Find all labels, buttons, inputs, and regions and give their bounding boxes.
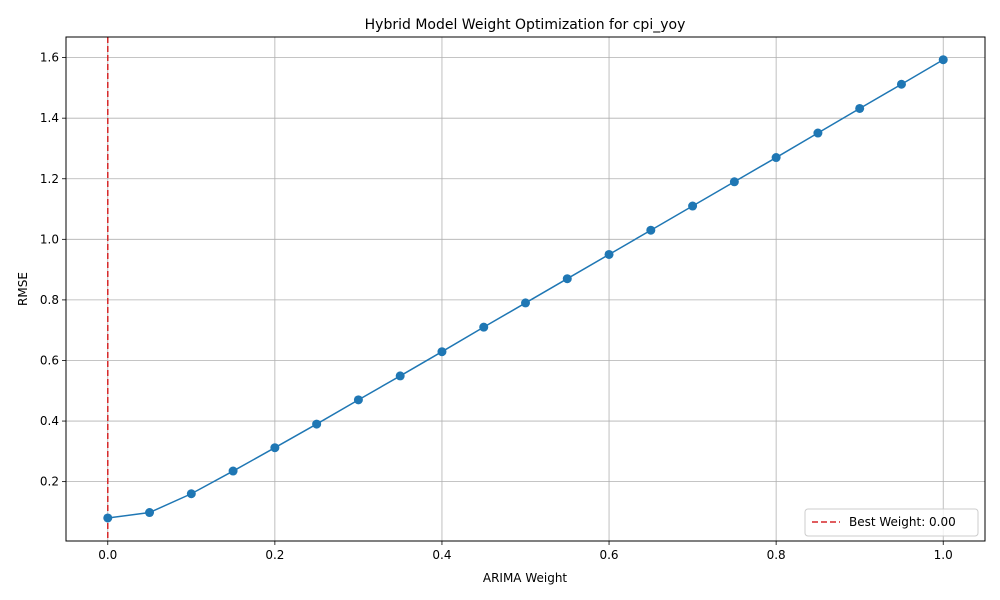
y-tick-label: 1.2 [40, 172, 59, 186]
data-point [521, 298, 530, 308]
data-point [729, 177, 739, 187]
x-tick-label: 0.6 [599, 548, 618, 562]
data-point [938, 55, 948, 65]
x-axis-label: ARIMA Weight [483, 571, 568, 585]
legend-box [804, 508, 979, 537]
y-tick-label: 1.0 [40, 232, 59, 246]
y-tick-label: 1.4 [40, 111, 59, 125]
data-point [103, 513, 113, 523]
data-point [479, 322, 489, 332]
data-point [562, 274, 572, 284]
data-point [228, 466, 238, 476]
y-tick-label: 0.2 [40, 475, 59, 489]
y-tick-label: 0.8 [40, 293, 59, 307]
x-axis-ticks: 0.0 0.2 0.4 0.6 0.8 1.0 [98, 541, 953, 562]
y-axis-ticks: 0.2 0.4 0.6 0.8 1.0 1.2 1.4 1.6 [40, 51, 66, 489]
plot-frame [65, 36, 986, 542]
data-point [771, 153, 781, 163]
data-point [896, 79, 906, 89]
data-point [688, 201, 698, 211]
y-axis-label: RMSE [16, 272, 30, 306]
data-series [103, 55, 948, 523]
data-point [604, 249, 614, 259]
chart-title: Hybrid Model Weight Optimization for cpi… [365, 17, 686, 33]
data-point [395, 371, 405, 381]
legend: Best Weight: 0.00 [804, 508, 979, 537]
data-point [855, 103, 865, 113]
data-point [646, 225, 656, 235]
data-point [312, 419, 322, 429]
data-point [186, 489, 196, 499]
data-point [145, 508, 155, 518]
x-tick-label: 0.8 [767, 548, 786, 562]
y-tick-label: 1.6 [40, 51, 59, 65]
y-tick-label: 0.6 [40, 353, 59, 367]
x-tick-label: 1.0 [934, 548, 953, 562]
x-tick-label: 0.2 [265, 548, 284, 562]
legend-label-best-weight: Best Weight: 0.00 [849, 515, 956, 529]
data-point [353, 395, 363, 405]
x-tick-label: 0.0 [98, 548, 117, 562]
x-tick-label: 0.4 [432, 548, 451, 562]
data-point [813, 128, 823, 138]
data-point [270, 443, 280, 453]
y-tick-label: 0.4 [40, 414, 59, 428]
data-point [437, 347, 447, 357]
